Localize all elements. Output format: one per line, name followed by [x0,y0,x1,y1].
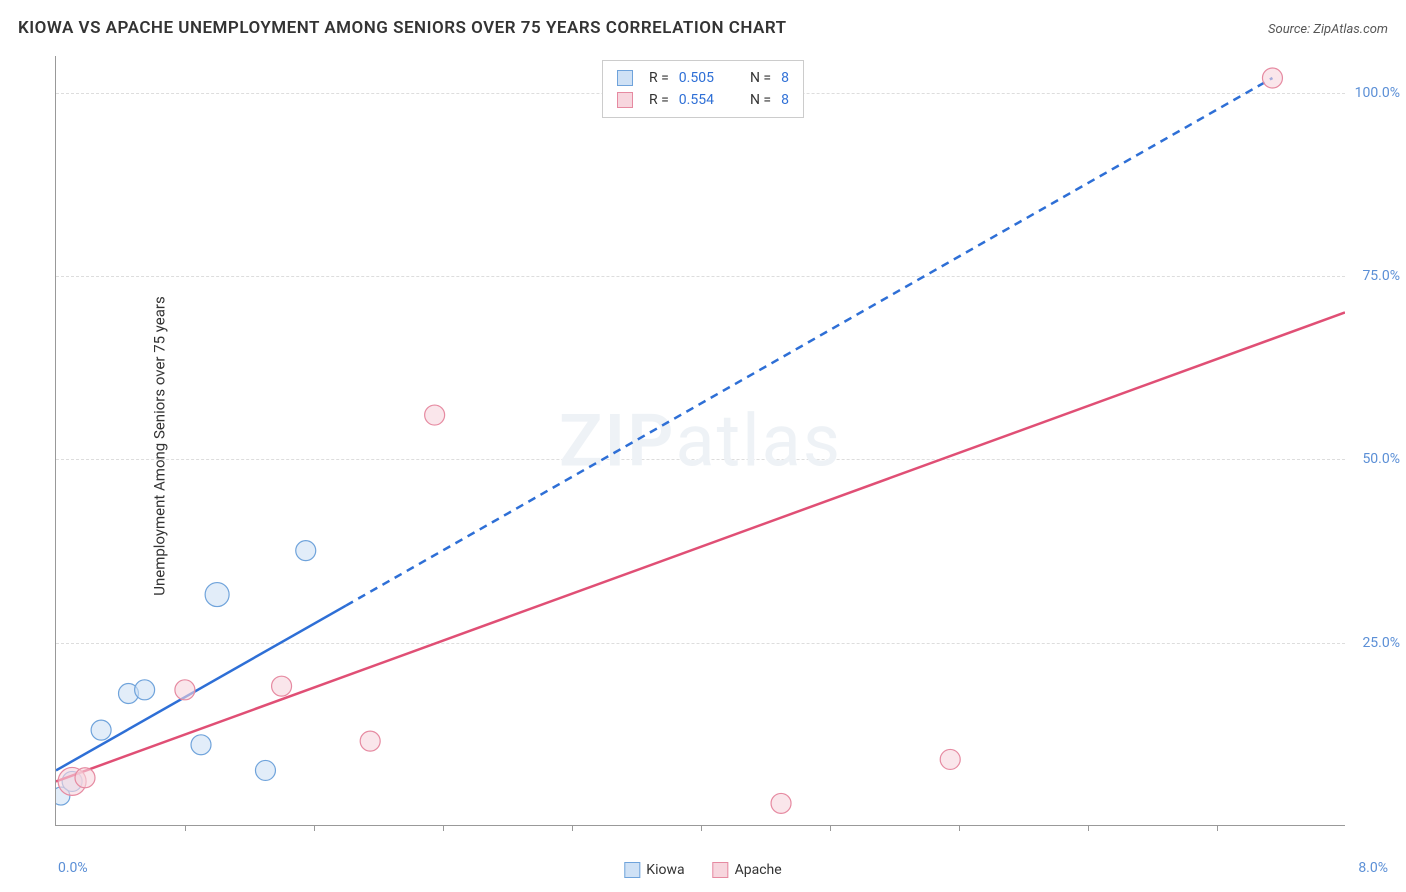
x-tick [830,825,831,831]
source-attribution: Source: ZipAtlas.com [1268,22,1388,37]
x-tick [185,825,186,831]
data-point [1262,68,1282,88]
trend-line-dashed [346,78,1272,606]
data-point [360,731,380,751]
legend-label-apache: Apache [735,862,782,878]
y-tick-label: 100.0% [1355,85,1400,101]
x-tick [443,825,444,831]
data-point [191,735,211,755]
data-point [425,405,445,425]
data-point [75,768,95,788]
trend-line [56,312,1345,781]
legend-item-apache: Apache [713,862,782,878]
x-tick [1217,825,1218,831]
x-tick [314,825,315,831]
data-point [205,583,229,607]
r-value: 0.554 [679,89,714,111]
x-tick [572,825,573,831]
data-point [940,749,960,769]
legend-label-kiowa: Kiowa [646,862,684,878]
y-tick-label: 25.0% [1362,635,1400,651]
y-tick-label: 50.0% [1362,451,1400,467]
legend-swatch-apache [713,862,729,878]
n-value: 8 [781,89,789,111]
r-label: R = [649,67,669,89]
correlation-legend: R = 0.505 N = 8 R = 0.554 N = 8 [602,60,804,118]
r-value: 0.505 [679,67,714,89]
x-axis-start-label: 0.0% [58,860,88,876]
plot-area: ZIPatlas 25.0%50.0%75.0%100.0% [55,56,1345,826]
n-value: 8 [781,67,789,89]
x-tick [959,825,960,831]
chart-svg [56,56,1345,825]
legend-item-kiowa: Kiowa [624,862,684,878]
series-legend: Kiowa Apache [624,862,781,878]
data-point [296,541,316,561]
data-point [771,793,791,813]
n-label: N = [750,89,771,111]
x-tick [701,825,702,831]
data-point [255,760,275,780]
data-point [135,680,155,700]
y-tick-label: 75.0% [1362,268,1400,284]
n-label: N = [750,67,771,89]
data-point [272,676,292,696]
r-label: R = [649,89,669,111]
legend-swatch-kiowa [624,862,640,878]
correlation-legend-row: R = 0.505 N = 8 [617,67,789,89]
x-axis-end-label: 8.0% [1358,860,1388,876]
data-point [175,680,195,700]
x-tick [1088,825,1089,831]
data-point [91,720,111,740]
legend-swatch [617,70,633,86]
chart-title: KIOWA VS APACHE UNEMPLOYMENT AMONG SENIO… [18,18,787,38]
correlation-legend-row: R = 0.554 N = 8 [617,89,789,111]
legend-swatch [617,92,633,108]
